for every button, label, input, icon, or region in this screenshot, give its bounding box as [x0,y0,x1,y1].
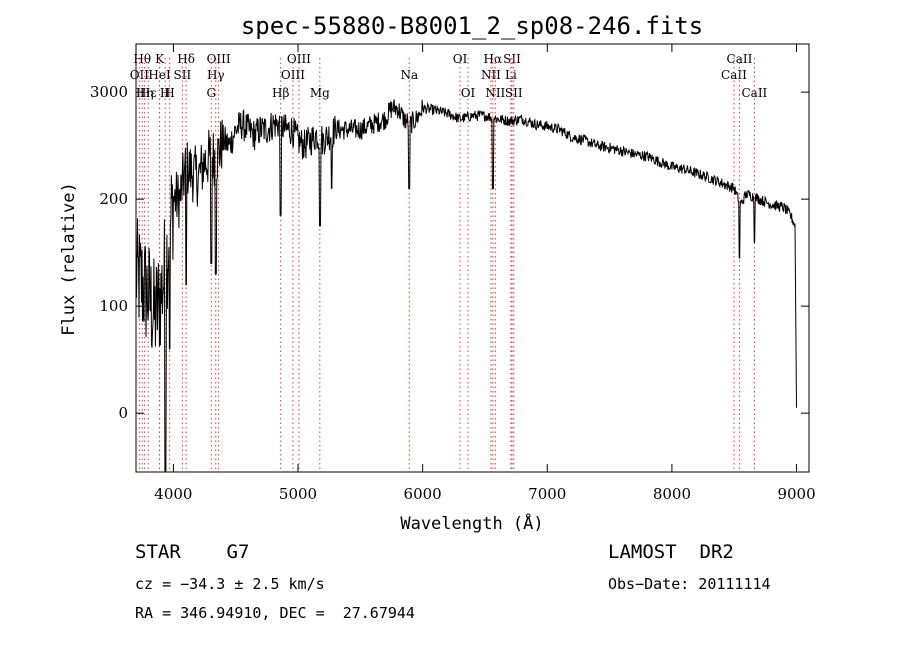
line-markers: OIIHθHηHεKHeIHHSIIHδGHγOIIIHβOIIIOIIIMgN… [130,52,768,472]
marker-label: OIII [281,68,305,82]
marker-label: Li [505,68,517,82]
marker-label: Mg [310,86,330,100]
marker-label: OIII [287,52,311,66]
marker-label: OI [453,52,468,66]
marker-label: Hβ [272,86,289,100]
marker-label: H [160,86,170,100]
marker-label: Hε [140,86,157,100]
spectrum-line [135,99,797,473]
marker-label: K [155,52,165,66]
y-tick-label: 200 [99,190,128,208]
marker-label: NII [485,86,505,100]
marker-label: NII [481,68,501,82]
spectrum-series [135,99,797,473]
coordinates-label: RA = 346.94910, DEC = 27.67944 [135,604,415,622]
marker-label: SII [174,68,192,82]
x-tick-label: 8000 [653,485,691,503]
marker-label: CaII [727,52,753,66]
marker-label: OIII [207,52,231,66]
plot-frame [135,43,810,473]
axis-ticks: 4000 5000 6000 7000 8000 9000 0 100 200 3000 [90,44,816,503]
marker-label: HeI [148,68,171,82]
obs-date-label: Obs−Date: 20111114 [608,575,771,593]
marker-label: G [206,86,216,100]
y-tick-label: 3000 [90,83,128,101]
marker-label: OI [461,86,476,100]
marker-label: Hγ [207,68,225,82]
x-tick-label: 6000 [404,485,442,503]
x-tick-label: 7000 [528,485,566,503]
survey-label: LAMOST DR2 [608,541,734,563]
y-tick-label: 100 [99,297,128,315]
marker-label: SII [503,52,521,66]
x-tick-label: 5000 [279,485,317,503]
marker-label: CaII [721,68,747,82]
marker-label: SII [505,86,523,100]
marker-label: Hθ [133,52,151,66]
marker-label: Hδ [177,52,195,66]
y-tick-label: 0 [118,404,128,422]
x-tick-label: 9000 [777,485,815,503]
y-axis-label: Flux (relative) [59,182,79,336]
x-axis-label: Wavelength (Å) [400,512,543,534]
marker-label: H [164,86,174,100]
marker-label: Hα [484,52,503,66]
marker-label: Na [400,68,418,82]
object-class-label: STAR G7 [135,541,250,563]
marker-label: CaII [741,86,767,100]
redshift-label: cz = −34.3 ± 2.5 km/s [135,575,325,593]
chart-title: spec-55880-B8001_2_sp08-246.fits [241,12,703,40]
x-tick-label: 4000 [154,485,192,503]
marker-label: Hη [136,86,154,100]
marker-label: OII [130,68,150,82]
